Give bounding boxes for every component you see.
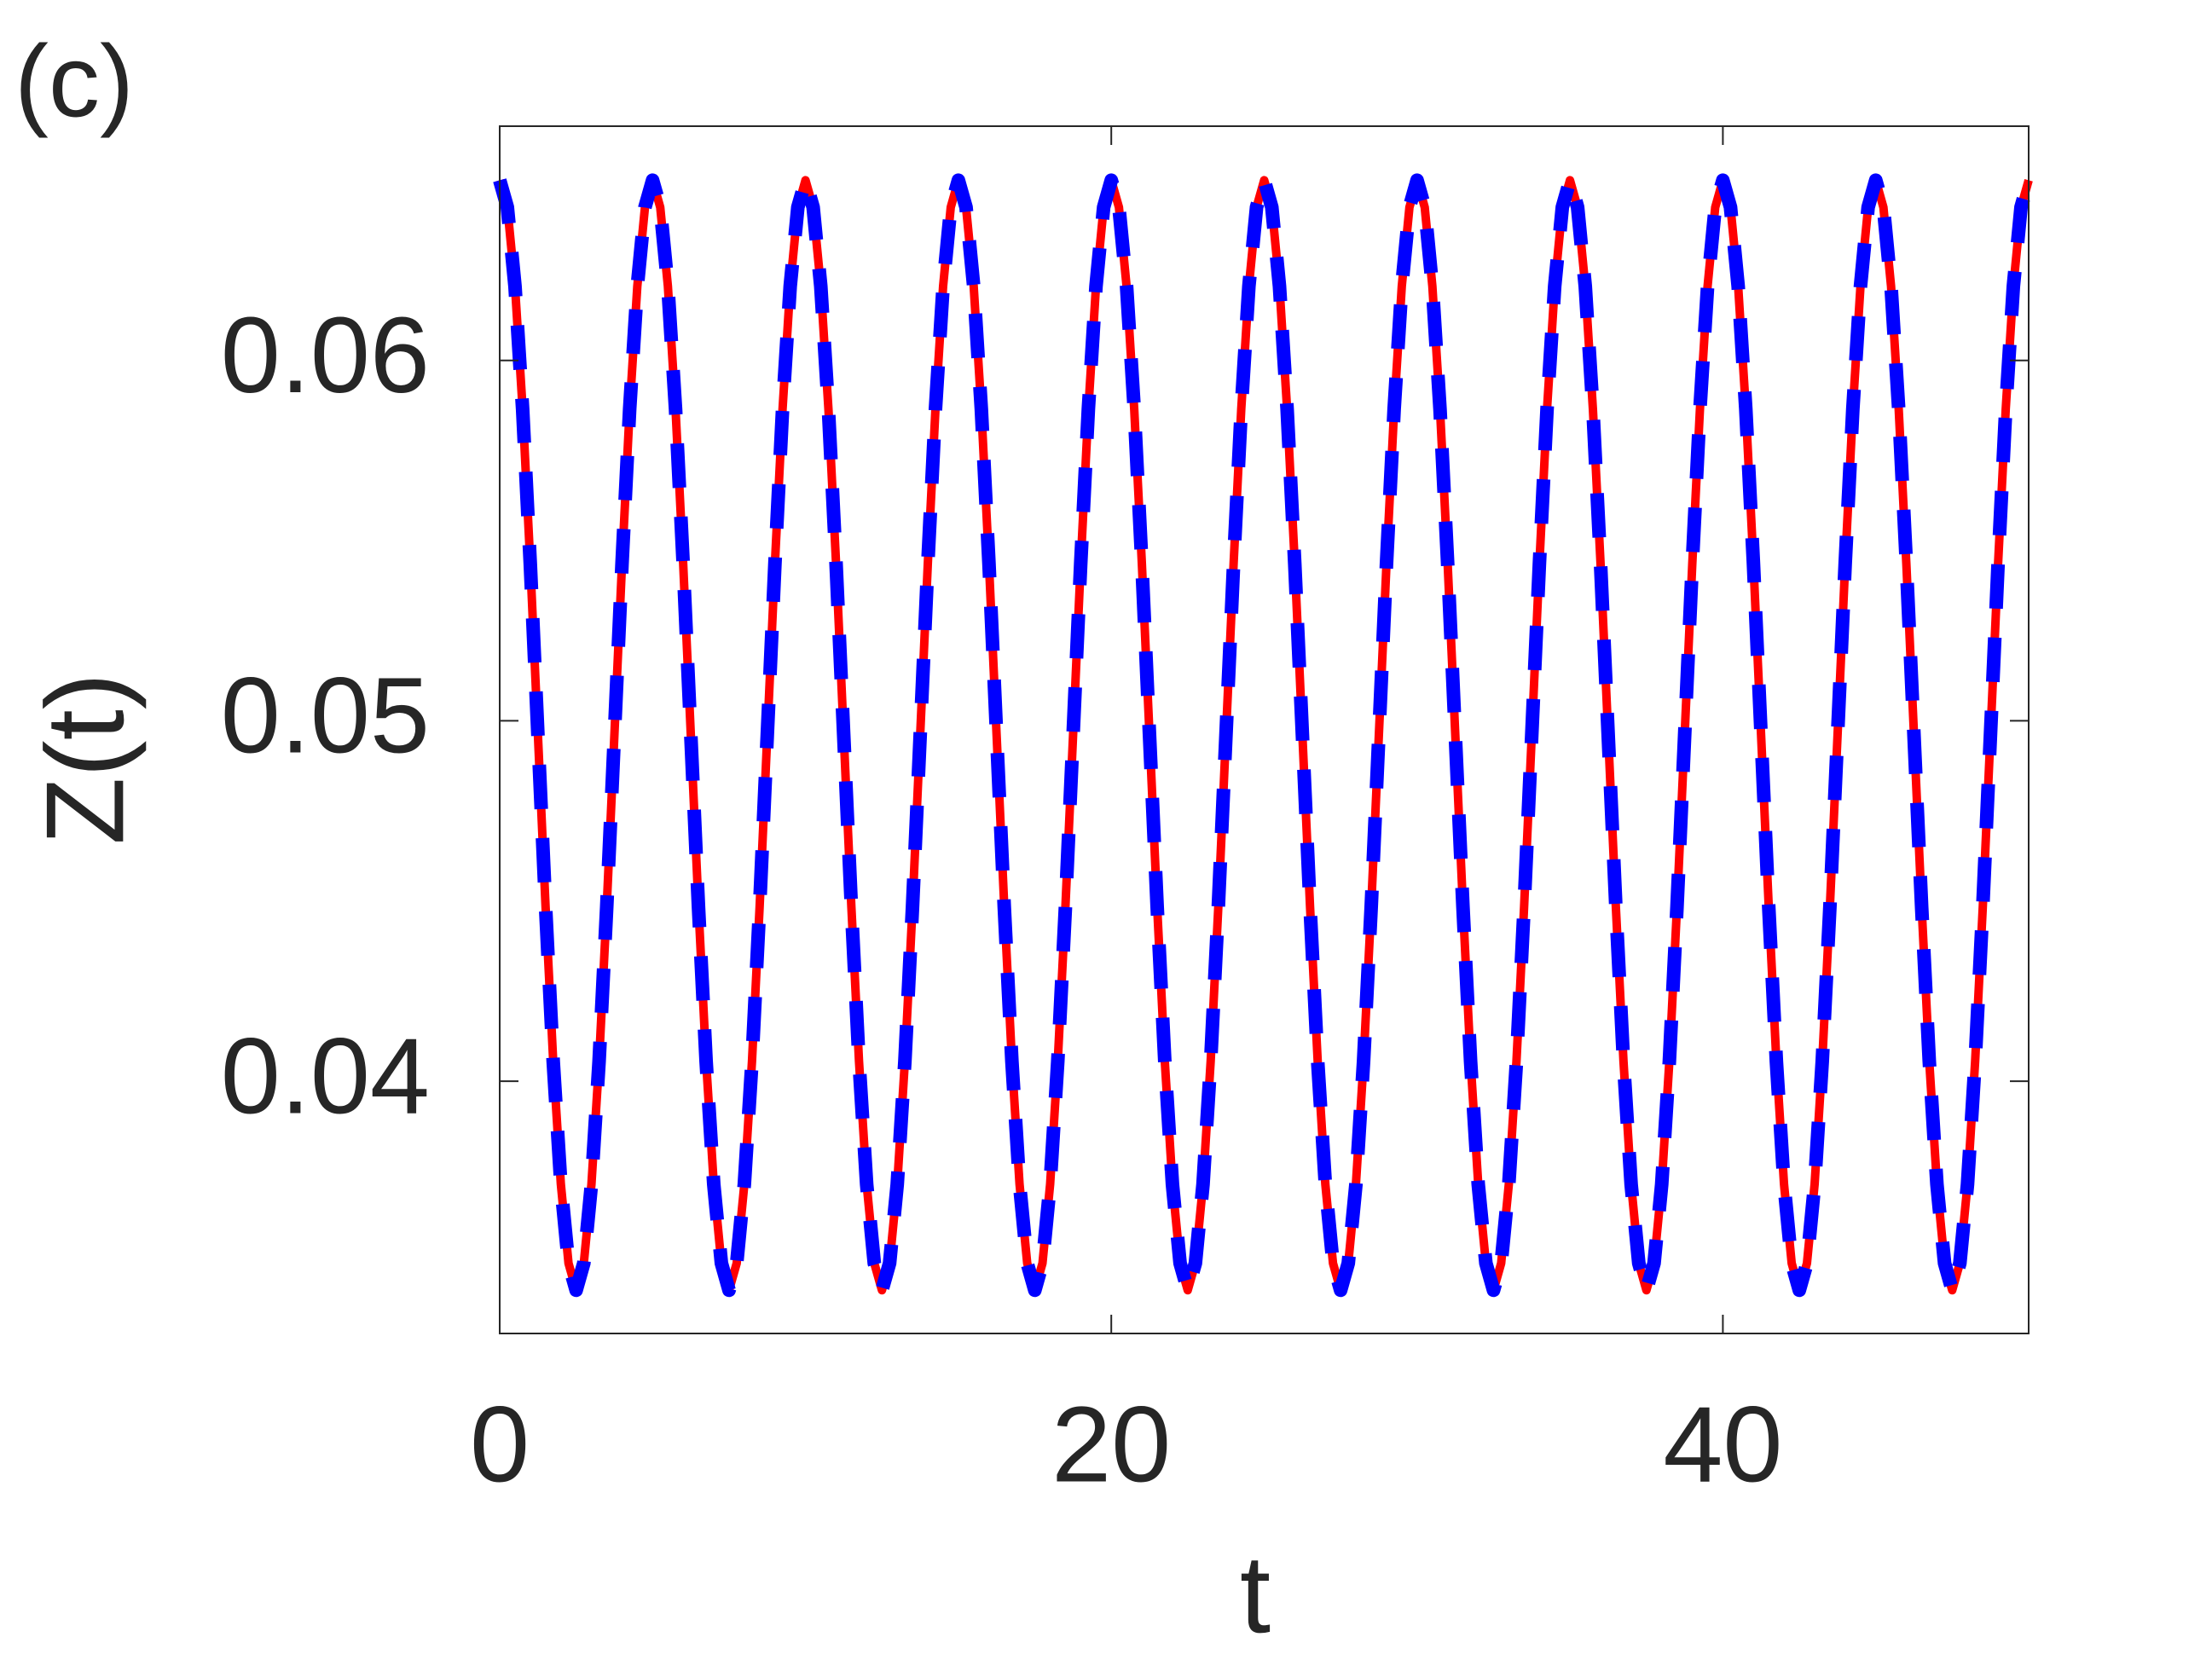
panel-label: (c)	[14, 25, 134, 139]
line-series	[493, 173, 2035, 1298]
y-axis-label: Z(t)	[22, 673, 147, 845]
x-tick-label: 0	[470, 1384, 530, 1504]
x-tick-label: 20	[1051, 1384, 1171, 1504]
x-tick-label: 40	[1663, 1384, 1782, 1504]
y-tick-label: 0.06	[221, 295, 430, 415]
x-axis-label: t	[1240, 1531, 1271, 1656]
y-tick-label: 0.05	[221, 656, 430, 776]
plot-frame	[499, 125, 2030, 1334]
y-tick-label: 0.04	[221, 1015, 430, 1136]
